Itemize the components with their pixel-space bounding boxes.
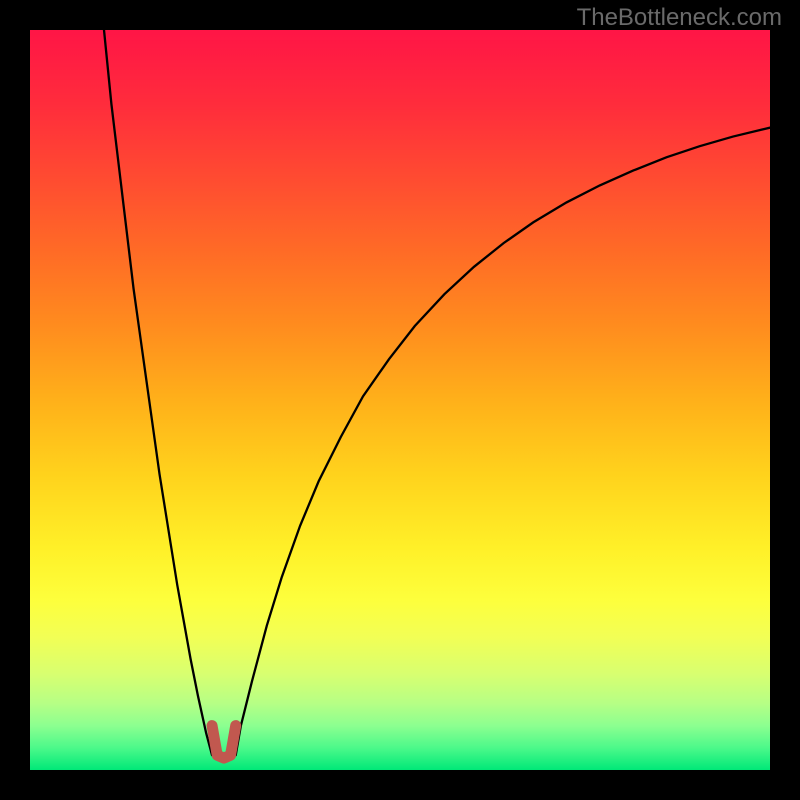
plot-area	[30, 30, 770, 770]
chart-frame: TheBottleneck.com	[0, 0, 800, 800]
watermark-text: TheBottleneck.com	[577, 4, 782, 32]
bottleneck-chart-svg	[30, 30, 770, 770]
gradient-background	[30, 30, 770, 770]
